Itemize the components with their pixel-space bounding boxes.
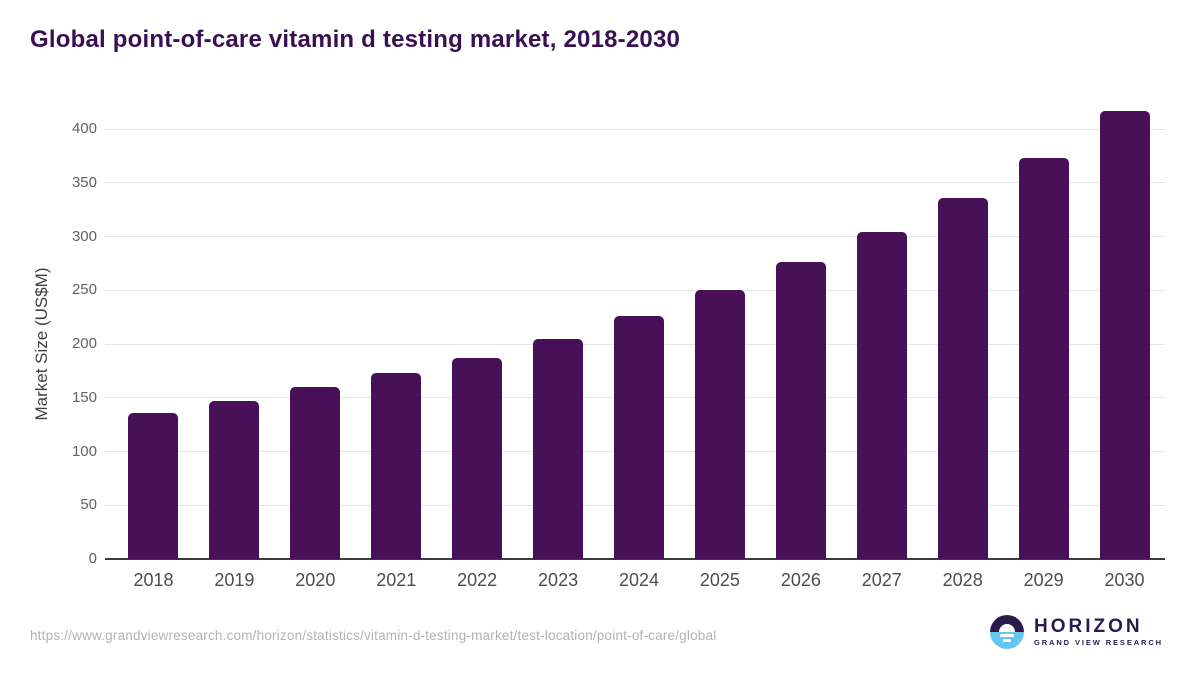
y-axis-title: Market Size (US$M) — [32, 267, 51, 421]
bar-2027 — [856, 232, 907, 559]
bar-2028 — [937, 197, 988, 559]
y-tick-label-100: 100 — [71, 442, 97, 460]
bar-2024 — [614, 316, 664, 559]
x-tick-label-2029: 2029 — [1023, 570, 1064, 590]
bar-2018 — [128, 412, 179, 559]
y-tick-label-0: 0 — [88, 550, 97, 567]
y-tick-label-200: 200 — [71, 335, 97, 352]
bar-2023 — [533, 338, 584, 559]
bar-2030 — [1099, 110, 1150, 559]
chart-title: Global point-of-care vitamin d testing m… — [30, 26, 681, 53]
horizon-logo: HORIZON GRAND VIEW RESEARCH — [989, 615, 1163, 649]
bar-2021 — [371, 373, 422, 559]
x-tick-label-2027: 2027 — [861, 570, 902, 590]
horizon-line-1 — [999, 634, 1014, 637]
bar-2019 — [209, 400, 260, 559]
x-tick-label-2019: 2019 — [214, 570, 255, 590]
y-tick-label-400: 400 — [71, 120, 97, 137]
logo-title: HORIZON — [1033, 615, 1143, 637]
x-tick-label-2021: 2021 — [376, 570, 417, 590]
sunrise-horizon-icon — [989, 615, 1024, 649]
gridline-400 — [105, 128, 1165, 130]
x-tick-label-2020: 2020 — [295, 570, 336, 590]
x-tick-label-2023: 2023 — [538, 570, 579, 590]
x-tick-label-2030: 2030 — [1104, 570, 1145, 590]
bar-2025 — [694, 290, 745, 559]
x-tick-label-2026: 2026 — [780, 570, 821, 590]
x-tick-label-2025: 2025 — [699, 570, 740, 590]
gridline-250 — [105, 289, 1165, 291]
sun-dome-shape — [998, 624, 1015, 632]
bar-2020 — [290, 387, 341, 559]
y-tick-label-50: 50 — [80, 496, 97, 514]
bar-2026 — [775, 262, 826, 559]
y-tick-label-300: 300 — [71, 227, 97, 245]
y-tick-label-250: 250 — [71, 281, 97, 299]
source-url: https://www.grandviewresearch.com/horizo… — [30, 628, 717, 643]
logo-text: HORIZON GRAND VIEW RESEARCH — [1033, 615, 1163, 648]
y-tick-label-350: 350 — [71, 173, 97, 191]
bar-2029 — [1018, 158, 1069, 559]
horizon-line-2 — [1002, 639, 1011, 642]
x-tick-label-2018: 2018 — [133, 570, 174, 590]
logo-subtitle: GRAND VIEW RESEARCH — [1033, 638, 1163, 648]
gridline-300 — [105, 236, 1165, 237]
plot-area: 0 50 100 150 200 250 300 350 400 2018 2019 2020 2021… — [72, 100, 1165, 590]
x-tick-label-2024: 2024 — [618, 570, 660, 590]
x-tick-label-2028: 2028 — [942, 570, 983, 590]
gridline-350 — [105, 182, 1165, 184]
y-tick-label-150: 150 — [71, 388, 97, 406]
x-axis-line — [105, 558, 1165, 560]
x-tick-label-2022: 2022 — [457, 570, 498, 590]
bar-2022 — [452, 357, 503, 559]
